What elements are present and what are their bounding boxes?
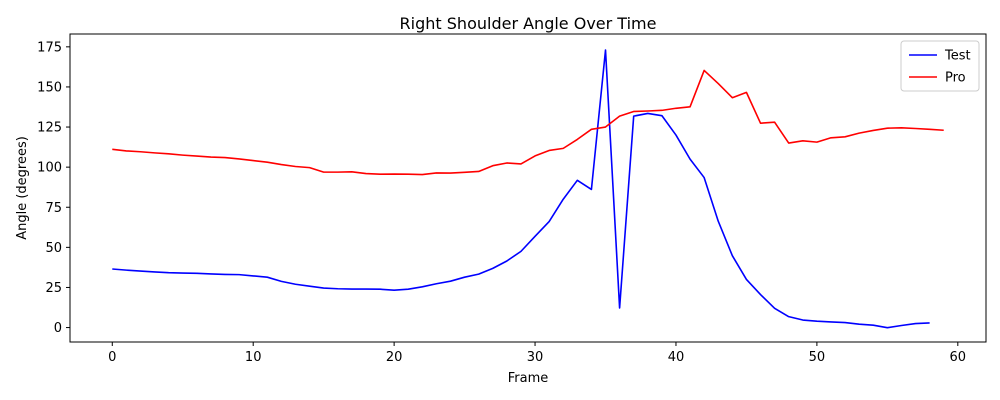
y-tick-label: 25	[45, 281, 62, 296]
y-tick-label: 150	[37, 80, 62, 95]
x-axis-label: Frame	[508, 371, 549, 386]
legend-box	[900, 40, 980, 92]
legend-label-pro: Pro	[945, 71, 966, 86]
y-tick-label: 0	[54, 321, 62, 336]
x-tick-label: 40	[668, 350, 685, 365]
series-layer	[112, 49, 944, 329]
y-tick-label: 100	[37, 161, 62, 176]
y-tick-label: 50	[45, 241, 62, 256]
series-line-test	[112, 49, 930, 329]
series-line-pro	[112, 69, 944, 176]
x-tick-label: 50	[809, 350, 826, 365]
y-tick-label: 175	[37, 40, 62, 55]
chart-title: Right Shoulder Angle Over Time	[400, 14, 657, 33]
axes-layer: 0 10 20 30 40 50 60 0 25 50 75 100 125 150 175	[37, 33, 987, 365]
x-tick-label: 60	[950, 350, 967, 365]
y-tick-label: 75	[45, 201, 62, 216]
y-tick-label: 125	[37, 121, 62, 136]
legend: Test Pro	[900, 40, 980, 92]
x-tick-label: 10	[245, 350, 262, 365]
plot-frame	[69, 33, 987, 343]
x-tick-label: 0	[108, 350, 116, 365]
y-axis-label: Angle (degrees)	[15, 136, 30, 240]
x-tick-label: 20	[386, 350, 403, 365]
x-tick-label: 30	[527, 350, 544, 365]
legend-label-test: Test	[944, 49, 971, 64]
